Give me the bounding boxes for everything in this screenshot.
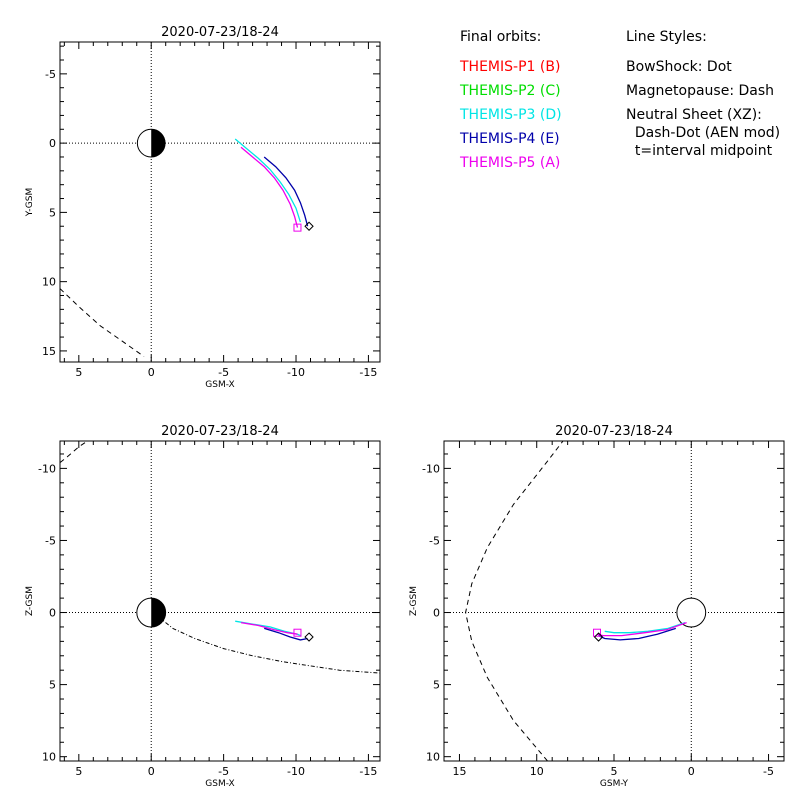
line-styles: Line Styles: BowShock: Dot Magnetopause:…: [626, 29, 780, 159]
orbit-series-0: [604, 621, 686, 634]
x-tick-label: -10: [287, 765, 305, 778]
orbit-series-2: [598, 627, 676, 641]
y-tick-label: 10: [42, 276, 56, 289]
plot-frame: [59, 440, 381, 762]
orbit-series-1: [596, 621, 687, 637]
plot-frame: [59, 41, 381, 363]
legend-item-p3: THEMIS-P3 (D): [459, 107, 562, 123]
x-tick-label: 5: [75, 366, 82, 379]
y-tick-label: 10: [426, 751, 440, 764]
legend-item-p4: THEMIS-P4 (E): [459, 131, 560, 147]
style-magnetopause: Magnetopause: Dash: [626, 83, 774, 99]
y-tick-label: -5: [45, 534, 56, 547]
style-dashdot: Dash-Dot (AEN mod): [626, 125, 780, 141]
plot-area: [60, 42, 380, 362]
x-tick-label: 0: [148, 765, 155, 778]
y-tick-label: 5: [49, 679, 56, 692]
x-tick-label: 0: [688, 765, 695, 778]
orbit-series-1: [240, 146, 299, 228]
orbit-end-diamond: [304, 221, 314, 231]
magnetopause-line: [465, 441, 564, 761]
orbit-series-2: [264, 627, 308, 641]
style-midpoint: t=interval midpoint: [626, 143, 773, 159]
plot-area: [60, 441, 380, 761]
panel-title: 2020-07-23/18-24: [161, 424, 279, 439]
x-tick-label: -15: [359, 765, 377, 778]
legend-item-p1: THEMIS-P1 (B): [459, 59, 560, 75]
legend: Final orbits: THEMIS-P1 (B) THEMIS-P2 (C…: [459, 29, 562, 171]
y-tick-label: -5: [429, 534, 440, 547]
orbit-end-diamond: [593, 632, 604, 642]
style-bowshock: BowShock: Dot: [626, 59, 732, 75]
x-tick-label: -10: [287, 366, 305, 379]
legend-item-p5: THEMIS-P5 (A): [459, 155, 560, 171]
panel-xy: 2020-07-23/18-24 5 0 -5 -10 -15 -5 0 5 10 15 GSM-X Y…: [25, 25, 381, 390]
x-tick-label: 5: [75, 765, 82, 778]
x-axis-label: GSM-X: [205, 380, 234, 390]
x-tick-label: 5: [611, 765, 618, 778]
magnetopause-line: [60, 288, 145, 357]
x-tick-label: 0: [148, 366, 155, 379]
x-axis-label: GSM-Y: [600, 779, 629, 789]
earth-circle: [676, 597, 707, 628]
orbit-end-square: [293, 223, 302, 232]
x-tick-label: 10: [530, 765, 544, 778]
neutral-sheet-line: [158, 616, 380, 674]
orbit-end-square: [293, 628, 302, 637]
x-tick-label: -5: [763, 765, 774, 778]
orbit-series-1: [240, 621, 298, 635]
legend-heading: Final orbits:: [460, 29, 541, 45]
y-tick-label: 0: [433, 607, 440, 620]
y-tick-label: 10: [42, 751, 56, 764]
y-tick-label: 15: [42, 345, 56, 358]
legend-item-p2: THEMIS-P2 (C): [459, 83, 561, 99]
earth-night-side: [151, 129, 166, 157]
y-tick-label: 5: [433, 679, 440, 692]
style-neutral-sheet: Neutral Sheet (XZ):: [626, 107, 762, 123]
x-tick-label: 15: [452, 765, 466, 778]
orbit-series-2: [263, 156, 309, 227]
y-axis-label: Z-GSM: [25, 586, 35, 616]
x-tick-label: -5: [218, 366, 229, 379]
plot-area: [444, 441, 784, 761]
y-tick-label: 5: [49, 206, 56, 219]
styles-heading: Line Styles:: [626, 29, 707, 45]
orbit-end-diamond: [304, 632, 314, 642]
panel-title: 2020-07-23/18-24: [555, 424, 673, 439]
y-axis-label: Y-GSM: [25, 188, 35, 217]
magnetopause-line: [60, 441, 88, 463]
y-tick-label: -5: [45, 68, 56, 81]
y-tick-label: 0: [49, 607, 56, 620]
x-tick-label: -15: [359, 366, 377, 379]
y-tick-label: 0: [49, 137, 56, 150]
panel-xz: 2020-07-23/18-24 5 0 -5 -10 -15 10 5 0 -5 -10 GSM-X…: [25, 424, 381, 789]
x-tick-label: -5: [218, 765, 229, 778]
panel-title: 2020-07-23/18-24: [161, 25, 279, 40]
panels: 2020-07-23/18-24 5 0 -5 -10 -15 -5 0 5 10 15 GSM-X Y…: [25, 25, 785, 789]
y-axis-label: Z-GSM: [409, 586, 419, 616]
earth-night-side: [151, 598, 166, 627]
panel-yz: 2020-07-23/18-24 15 10 5 0 -5 10 5 0 -5 -10 GSM-Y Z-…: [409, 424, 785, 789]
y-tick-label: -10: [422, 462, 440, 475]
orbit-series-0: [234, 138, 302, 223]
orbit-end-square: [593, 628, 601, 637]
y-tick-label: -10: [38, 462, 56, 475]
plot-frame: [443, 440, 785, 762]
x-axis-label: GSM-X: [205, 779, 234, 789]
